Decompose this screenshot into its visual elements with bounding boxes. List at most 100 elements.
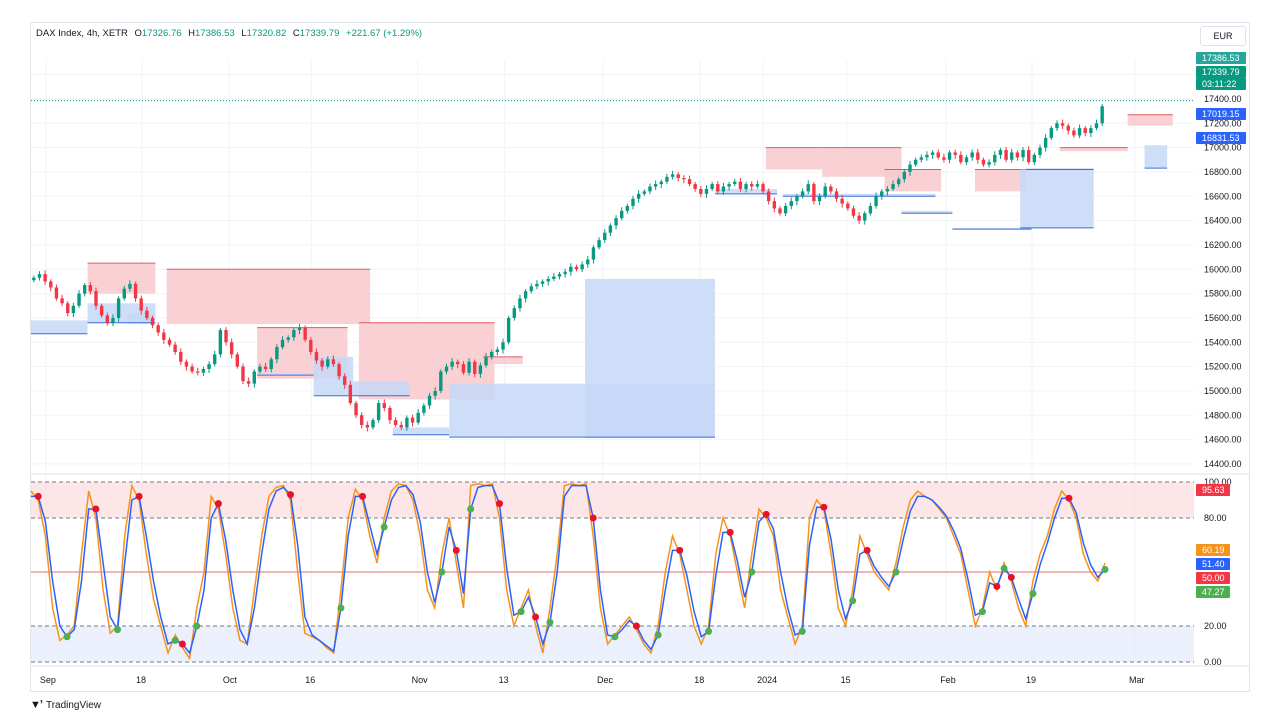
bullish-cross-dot: [380, 523, 388, 531]
candle-body: [467, 361, 471, 373]
brand-label: TradingView: [45, 699, 101, 711]
x-tick-label: 18: [694, 675, 704, 685]
candle-body: [846, 203, 850, 209]
candle-body: [54, 287, 59, 299]
candle-body: [829, 186, 833, 192]
symbol-label[interactable]: DAX Index, 4h, XETR: [36, 28, 128, 39]
candle-body: [523, 291, 528, 299]
candle-body: [297, 327, 302, 331]
bearish-cross-dot: [135, 492, 143, 500]
bearish-cross-dot: [34, 492, 42, 500]
candle-body: [597, 240, 601, 248]
candle-body: [218, 330, 223, 355]
candle-body: [552, 276, 556, 279]
candle-body: [506, 317, 511, 343]
candle-body: [484, 356, 488, 366]
candle-body: [326, 359, 330, 367]
candle-body: [631, 198, 635, 206]
bearish-cross-dot: [496, 500, 504, 508]
bullish-cross-dot: [546, 618, 554, 626]
candle-body: [1043, 137, 1048, 148]
candle-body: [687, 179, 692, 185]
chart-header: DAX Index, 4h, XETR O17326.76 H17386.53 …: [36, 28, 422, 39]
change-value: +221.67 (+1.29%): [346, 28, 423, 39]
candle-body: [569, 266, 573, 272]
candle-body: [241, 366, 245, 382]
demand-zone: [1020, 169, 1094, 228]
y-tick-label: 15800.00: [1204, 289, 1242, 299]
candle-body: [37, 274, 42, 278]
candle-body: [207, 364, 211, 370]
x-tick-label: 19: [1026, 675, 1036, 685]
low-label: L: [241, 28, 247, 39]
candle-body: [388, 407, 392, 421]
bullish-cross-dot: [1101, 565, 1109, 573]
candle-body: [518, 298, 522, 309]
y-tick-label: 14600.00: [1204, 435, 1242, 445]
candle-body: [750, 184, 754, 187]
bullish-cross-dot: [892, 568, 900, 576]
candle-body: [190, 366, 194, 372]
candle-body: [817, 196, 822, 202]
candle-body: [603, 232, 607, 241]
bullish-cross-dot: [1029, 590, 1037, 598]
demand-zone: [901, 210, 953, 214]
bullish-cross-dot: [748, 568, 756, 576]
bearish-cross-dot: [1007, 573, 1015, 581]
candle-body: [744, 184, 748, 189]
candle-body: [964, 157, 969, 163]
bullish-cross-dot: [611, 633, 619, 641]
x-tick-label: Nov: [412, 675, 429, 685]
y-tick-label: 15000.00: [1204, 386, 1242, 396]
candle-body: [913, 159, 918, 165]
candle-body: [670, 174, 675, 177]
candle-body: [365, 424, 370, 428]
bullish-cross-dot: [798, 627, 806, 635]
candle-body: [620, 210, 624, 219]
candle-body: [800, 191, 805, 197]
candle-body: [359, 415, 364, 425]
candle-body: [77, 293, 81, 306]
candle-body: [1055, 123, 1059, 129]
x-tick-label: Sep: [40, 675, 56, 685]
candle-body: [682, 178, 686, 180]
demand-zone: [1144, 145, 1168, 169]
osc-value-tag-label: 51.40: [1202, 559, 1225, 569]
x-tick-label: Feb: [940, 675, 956, 685]
candle-body: [608, 225, 613, 233]
candle-body: [1083, 128, 1087, 133]
candle-body: [557, 274, 562, 277]
candle-body: [269, 359, 273, 370]
y-tick-label: 16400.00: [1204, 216, 1242, 226]
candle-body: [1060, 123, 1065, 126]
candle-body: [795, 196, 799, 202]
candle-body: [105, 315, 110, 323]
bullish-cross-dot: [467, 505, 475, 513]
candle-body: [885, 188, 890, 192]
bearish-cross-dot: [532, 613, 540, 621]
candle-body: [896, 179, 901, 185]
candle-body: [908, 164, 912, 172]
currency-selector[interactable]: EUR: [1200, 26, 1246, 46]
demand-zone: [257, 373, 314, 376]
candle-body: [857, 215, 861, 221]
candle-body: [823, 186, 827, 197]
candle-body: [993, 154, 997, 163]
x-tick-label: 16: [305, 675, 315, 685]
candle-body: [376, 403, 381, 421]
candle-body: [150, 317, 155, 326]
candle-body: [614, 218, 618, 226]
candle-body: [1004, 150, 1008, 160]
osc-y-tick-label: 80.00: [1204, 513, 1227, 523]
candle-body: [716, 184, 720, 192]
candle-body: [309, 339, 313, 352]
candle-body: [331, 359, 336, 365]
candle-body: [444, 366, 449, 372]
high-value: 17386.53: [195, 28, 235, 39]
bearish-cross-dot: [632, 622, 640, 630]
candle-body: [60, 298, 64, 304]
bearish-cross-dot: [452, 546, 460, 554]
osc-value-tag: [1196, 586, 1230, 598]
footer-brand[interactable]: ▼ʼ TradingView: [30, 699, 101, 711]
